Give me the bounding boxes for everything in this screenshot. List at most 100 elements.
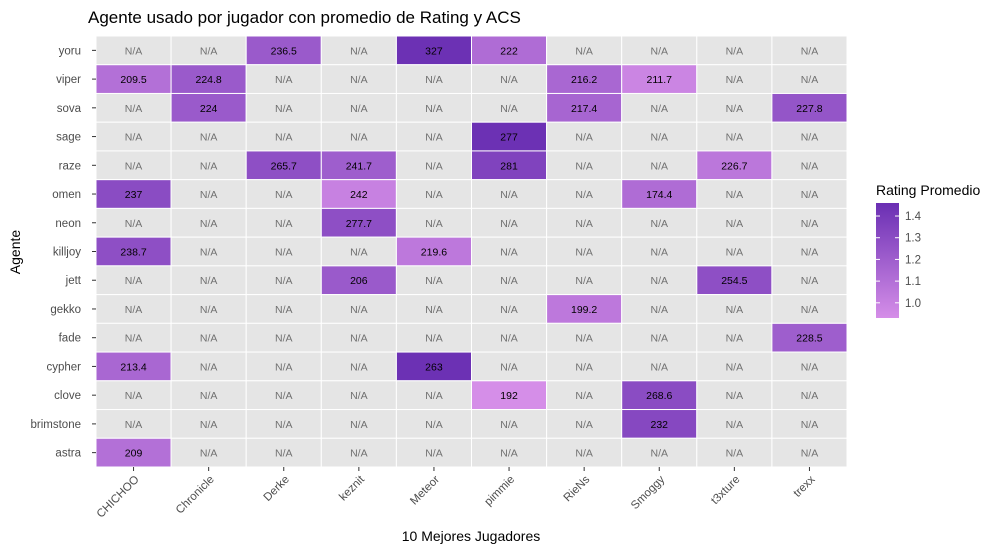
heatmap-cell-gekko-smoggy	[621, 294, 698, 324]
y-tick-label-astra: astra	[55, 448, 81, 460]
legend-tick-label-1-3: 1.3	[905, 233, 921, 245]
cell-label-gekko-chronicle: N/A	[200, 304, 218, 316]
heatmap-cell-neon-derke	[245, 207, 322, 238]
cell-label-clove-chronicle: N/A	[200, 390, 218, 402]
heatmap-cell-fade-riens	[546, 322, 623, 353]
cell-label-omen-keznit: 242	[350, 189, 368, 201]
cell-label-raze-chichoo: N/A	[125, 160, 143, 172]
heatmap-cell-brimstone-chronicle	[170, 409, 247, 439]
cell-label-jett-riens: N/A	[575, 275, 593, 287]
heatmap-cell-cypher-keznit	[320, 351, 397, 382]
cell-label-gekko-meteor: N/A	[425, 304, 443, 316]
cell-label-killjoy-trexx: N/A	[801, 247, 819, 259]
cell-label-fade-chichoo: N/A	[125, 333, 143, 345]
cell-label-jett-meteor: N/A	[425, 275, 443, 287]
cell-label-yoru-chichoo: N/A	[125, 45, 143, 57]
cell-label-sage-meteor: N/A	[425, 132, 443, 144]
heatmap-cell-killjoy-smoggy	[621, 236, 698, 267]
cell-label-clove-keznit: N/A	[350, 390, 368, 402]
y-tick-label-fade: fade	[59, 333, 81, 345]
cell-label-brimstone-pimmie: N/A	[500, 419, 518, 431]
heatmap-cell-yoru-smoggy	[621, 35, 698, 66]
cell-label-sage-trexx: N/A	[801, 132, 819, 144]
legend-tick-label-1-4: 1.4	[905, 211, 922, 223]
cell-label-sova-chichoo: N/A	[125, 103, 143, 115]
heatmap-cell-jett-trexx	[771, 265, 848, 296]
cell-label-yoru-riens: N/A	[575, 45, 593, 57]
cell-label-clove-chichoo: N/A	[125, 390, 143, 402]
heatmap-cell-raze-riens	[546, 150, 623, 181]
heatmap-cell-omen-pimmie	[471, 179, 548, 209]
cell-label-cypher-trexx: N/A	[801, 361, 819, 373]
x-tick-label-trexx: trexx	[791, 473, 817, 499]
heatmap-cell-astra-chronicle	[170, 437, 247, 468]
cell-label-neon-trexx: N/A	[801, 218, 819, 230]
heatmap-cell-viper-trexx	[771, 64, 848, 94]
heatmap-cell-killjoy-pimmie	[471, 236, 548, 267]
heatmap-cell-gekko-chronicle	[170, 294, 247, 324]
heatmap-cell-killjoy-chronicle	[170, 236, 247, 267]
cell-label-cypher-chichoo: 213.4	[120, 361, 146, 373]
cell-label-astra-meteor: N/A	[425, 448, 443, 460]
heatmap-cell-sova-t3xture	[696, 92, 773, 123]
heatmap-cell-sage-chichoo	[95, 121, 172, 152]
cell-label-sage-chichoo: N/A	[125, 132, 143, 144]
cell-label-fade-t3xture: N/A	[726, 333, 744, 345]
heatmap-cell-jett-t3xture	[696, 265, 773, 296]
cell-label-yoru-chronicle: N/A	[200, 45, 218, 57]
x-axis-ticks: CHICHOO Chronicle Derke keznit Meteor pimmie R…	[95, 467, 818, 521]
cell-label-raze-riens: N/A	[575, 160, 593, 172]
heatmap-cell-fade-smoggy	[621, 322, 698, 353]
cell-label-cypher-riens: N/A	[575, 361, 593, 373]
heatmap-cell-fade-t3xture	[696, 322, 773, 353]
cell-label-omen-chronicle: N/A	[200, 189, 218, 201]
heatmap-cell-viper-keznit	[320, 64, 397, 94]
cell-label-viper-derke: N/A	[275, 74, 293, 86]
y-tick-label-raze: raze	[59, 160, 81, 172]
heatmap-cell-clove-pimmie	[471, 380, 548, 411]
cell-label-cypher-pimmie: N/A	[500, 361, 518, 373]
cell-label-fade-derke: N/A	[275, 333, 293, 345]
cell-label-killjoy-chichoo: 238.7	[120, 247, 146, 259]
cell-label-sage-derke: N/A	[275, 132, 293, 144]
cell-label-raze-t3xture: 226.7	[721, 160, 747, 172]
heatmap-cell-raze-t3xture	[696, 150, 773, 181]
cell-label-brimstone-trexx: N/A	[801, 419, 819, 431]
heatmap-cell-killjoy-trexx	[771, 236, 848, 267]
legend-tick-label-1-0: 1.0	[905, 298, 921, 310]
plot-panel: N/A N/A 236.5 N/A 327 222 N/A N/A N/A N/A 209.5 224…	[95, 35, 848, 468]
cell-label-sage-chronicle: N/A	[200, 132, 218, 144]
heatmap-cell-viper-derke	[245, 64, 322, 94]
heatmap-cell-neon-meteor	[395, 207, 472, 238]
cell-label-viper-meteor: N/A	[425, 74, 443, 86]
legend-ticks: 1.0 1.1 1.2 1.3 1.4	[876, 211, 922, 310]
cell-label-viper-smoggy: 211.7	[647, 74, 673, 86]
cell-label-clove-t3xture: N/A	[726, 390, 744, 402]
heatmap-cell-omen-keznit	[320, 179, 397, 209]
y-axis-title: Agente	[7, 230, 23, 275]
cell-label-astra-riens: N/A	[575, 448, 593, 460]
cell-label-neon-riens: N/A	[575, 218, 593, 230]
cell-label-viper-chronicle: 224.8	[196, 74, 222, 86]
cell-label-raze-smoggy: N/A	[650, 160, 668, 172]
cell-label-gekko-t3xture: N/A	[726, 304, 744, 316]
cell-label-astra-keznit: N/A	[350, 448, 368, 460]
heatmap-cell-jett-pimmie	[471, 265, 548, 296]
cell-label-cypher-keznit: N/A	[350, 361, 368, 373]
cell-label-viper-trexx: N/A	[801, 74, 819, 86]
heatmap-cell-neon-chronicle	[170, 207, 247, 238]
cell-label-yoru-keznit: N/A	[350, 45, 368, 57]
cell-label-fade-meteor: N/A	[425, 333, 443, 345]
y-tick-label-viper: viper	[56, 74, 81, 86]
cell-label-viper-t3xture: N/A	[726, 74, 744, 86]
cell-label-sage-keznit: N/A	[350, 132, 368, 144]
heatmap-cell-sova-trexx	[771, 92, 848, 123]
cell-label-cypher-chronicle: N/A	[200, 361, 218, 373]
cell-label-yoru-smoggy: N/A	[650, 45, 668, 57]
heatmap-cell-omen-smoggy	[621, 179, 698, 209]
cell-label-clove-smoggy: 268.6	[646, 390, 672, 402]
cell-label-omen-derke: N/A	[275, 189, 293, 201]
x-axis-title: 10 Mejores Jugadores	[402, 528, 541, 544]
heatmap-cell-omen-chronicle	[170, 179, 247, 209]
cell-label-gekko-riens: 199.2	[571, 304, 597, 316]
